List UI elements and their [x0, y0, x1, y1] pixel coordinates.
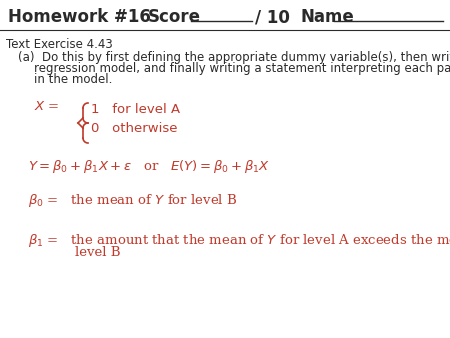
Text: Name: Name [300, 8, 354, 26]
Text: in the model.: in the model. [34, 73, 112, 86]
Text: Score: Score [148, 8, 201, 26]
Text: $Y = \beta_0 + \beta_1 X + \varepsilon$   or   $E(Y) = \beta_0 + \beta_1 X$: $Y = \beta_0 + \beta_1 X + \varepsilon$ … [28, 158, 270, 175]
Text: $\beta_1$ =   the amount that the mean of $Y$ for level A exceeds the mean of $Y: $\beta_1$ = the amount that the mean of … [28, 232, 450, 249]
Text: Homework #16: Homework #16 [8, 8, 151, 26]
Text: / 10: / 10 [255, 8, 290, 26]
Text: (a)  Do this by first defining the appropriate dummy variable(s), then writing a: (a) Do this by first defining the approp… [18, 51, 450, 64]
Text: 1   for level A: 1 for level A [91, 103, 180, 116]
Text: $X$ =: $X$ = [34, 100, 59, 113]
Text: regression model, and finally writing a statement interpreting each parameter: regression model, and finally writing a … [34, 62, 450, 75]
Text: 0   otherwise: 0 otherwise [91, 122, 177, 135]
Text: level B: level B [75, 246, 121, 259]
Text: $\beta_0$ =   the mean of $Y$ for level B: $\beta_0$ = the mean of $Y$ for level B [28, 192, 237, 209]
Text: Text Exercise 4.43: Text Exercise 4.43 [6, 38, 113, 51]
